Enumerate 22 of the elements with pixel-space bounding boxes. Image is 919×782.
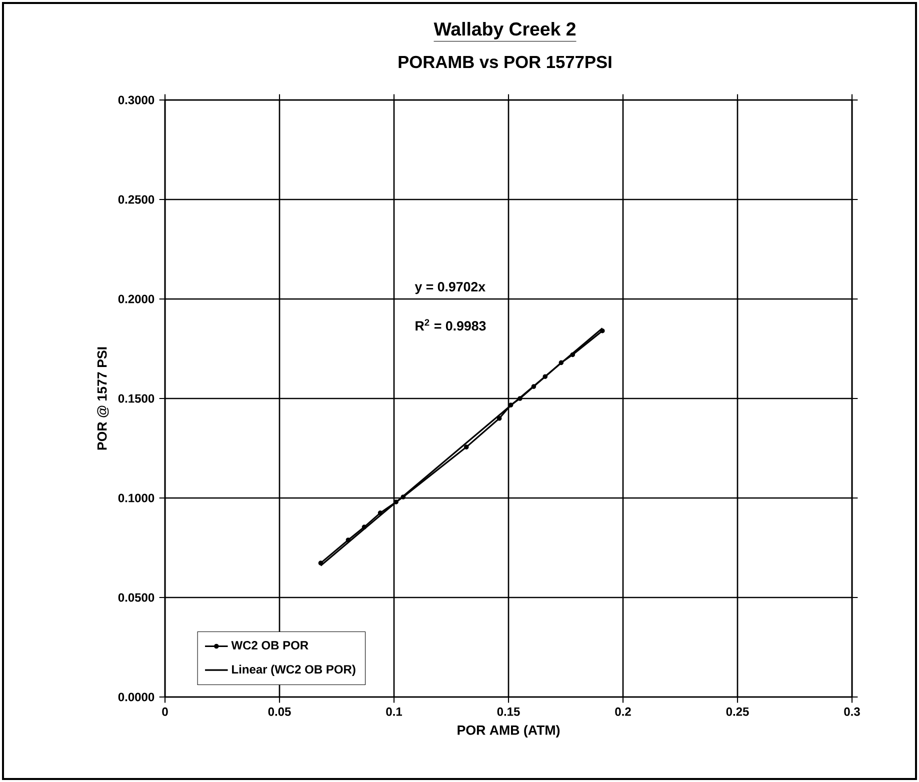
chart-title: Wallaby Creek 2 [434, 22, 576, 40]
x-tick-label: 0.05 [268, 707, 291, 716]
x-tick-label: 0.1 [386, 707, 402, 716]
legend-label: Linear (WC2 OB POR) [232, 664, 356, 676]
y-tick-label: 0.2000 [118, 294, 154, 304]
y-tick-label: 0.1000 [118, 494, 154, 502]
annotation: y = 0.9702x [414, 282, 486, 294]
x-tick-label: 0.3 [844, 707, 860, 716]
x-tick-label: 0.2 [615, 707, 631, 716]
chart-subtitle: PORAMB vs POR 1577PSI [398, 56, 612, 68]
x-axis-title: POR AMB (ATM) [458, 725, 560, 738]
x-tick-label: 0.15 [497, 707, 520, 716]
annotation: R$^{2}$ = 0.9983 [416, 319, 486, 331]
x-tick-label: 0.25 [726, 707, 749, 716]
y-tick-label: 0.1500 [118, 394, 154, 403]
y-axis-title: POR @ 1577 PSI [97, 347, 109, 450]
y-tick-label: 0.3000 [118, 96, 154, 104]
x-tick-label: 0 [162, 707, 168, 716]
y-tick-label: 0.0500 [118, 593, 154, 602]
legend-label: WC2 OB POR [231, 641, 308, 650]
y-tick-label: 0.0000 [118, 692, 154, 702]
y-tick-label: 0.2500 [118, 195, 154, 204]
